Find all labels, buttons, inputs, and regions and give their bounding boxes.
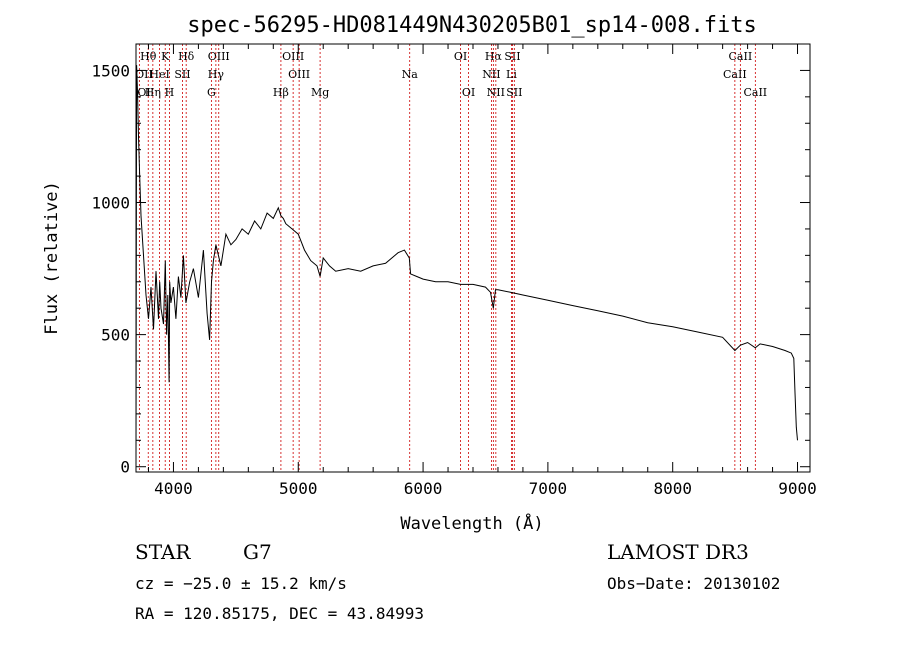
line-marker-label: CaII [743, 86, 767, 99]
line-marker-label: NII [482, 68, 500, 81]
spectrum-line [135, 65, 798, 457]
line-marker-label: K [161, 50, 170, 63]
line-marker-label: OI [454, 50, 467, 63]
coordinates: RA = 120.85175, DEC = 43.84993 [135, 604, 424, 623]
x-tick-label: 4000 [154, 479, 193, 498]
line-marker-label: OI [462, 86, 475, 99]
x-axis-label: Wavelength (Å) [400, 512, 543, 534]
x-tick-label: 7000 [529, 479, 568, 498]
y-tick-label: 0 [120, 458, 130, 477]
line-marker-label: CaII [723, 68, 747, 81]
object-class: STAR [135, 540, 191, 564]
line-marker-label: Hδ [178, 50, 195, 63]
line-marker-label: H [165, 86, 175, 99]
x-tick-label: 5000 [279, 479, 318, 498]
y-axis-label: Flux (relative) [42, 181, 62, 335]
line-marker-label: Mg [311, 86, 329, 99]
line-marker-label: OIII [208, 50, 230, 63]
line-marker-label: OIII [282, 50, 304, 63]
line-marker-label: Hβ [273, 86, 289, 99]
y-tick-label: 1500 [91, 61, 130, 80]
x-tick-label: 9000 [778, 479, 817, 498]
line-marker-label: HeI [149, 68, 169, 81]
axes: 4000 5000 6000 7000 8000 9000 0 500 1000 1500 [91, 44, 817, 498]
line-marker-label: OII [135, 68, 153, 81]
line-marker-label: Hα [485, 50, 503, 63]
line-marker-label: Hγ [208, 68, 225, 81]
x-tick-label: 8000 [653, 479, 692, 498]
line-marker-label: OIII [288, 68, 310, 81]
redshift-cz: cz = −25.0 ± 15.2 km/s [135, 574, 347, 593]
plot-frame [135, 43, 811, 473]
line-marker-label: NII [487, 86, 505, 99]
line-marker-label: SII [506, 86, 522, 99]
subclass: G7 [243, 540, 272, 564]
y-tick-label: 1000 [91, 194, 130, 213]
line-marker-label: G [207, 86, 216, 99]
chart-title: spec-56295-HD081449N430205B01_sp14-008.f… [187, 13, 757, 38]
line-marker-label: SII [504, 50, 520, 63]
observation-date: Obs−Date: 20130102 [607, 574, 780, 593]
line-marker-label: Na [402, 68, 419, 81]
line-marker-label: CaII [729, 50, 753, 63]
y-tick-label: 500 [101, 326, 130, 345]
line-marker-label: Li [506, 68, 517, 81]
survey-name: LAMOST DR3 [607, 540, 749, 564]
line-marker-label: Hη [145, 86, 161, 99]
line-marker-label: Hθ [140, 50, 157, 63]
line-marker-label: OI [137, 86, 150, 99]
line-marker-label: SII [174, 68, 190, 81]
plot-area [135, 43, 811, 473]
x-tick-label: 6000 [404, 479, 443, 498]
